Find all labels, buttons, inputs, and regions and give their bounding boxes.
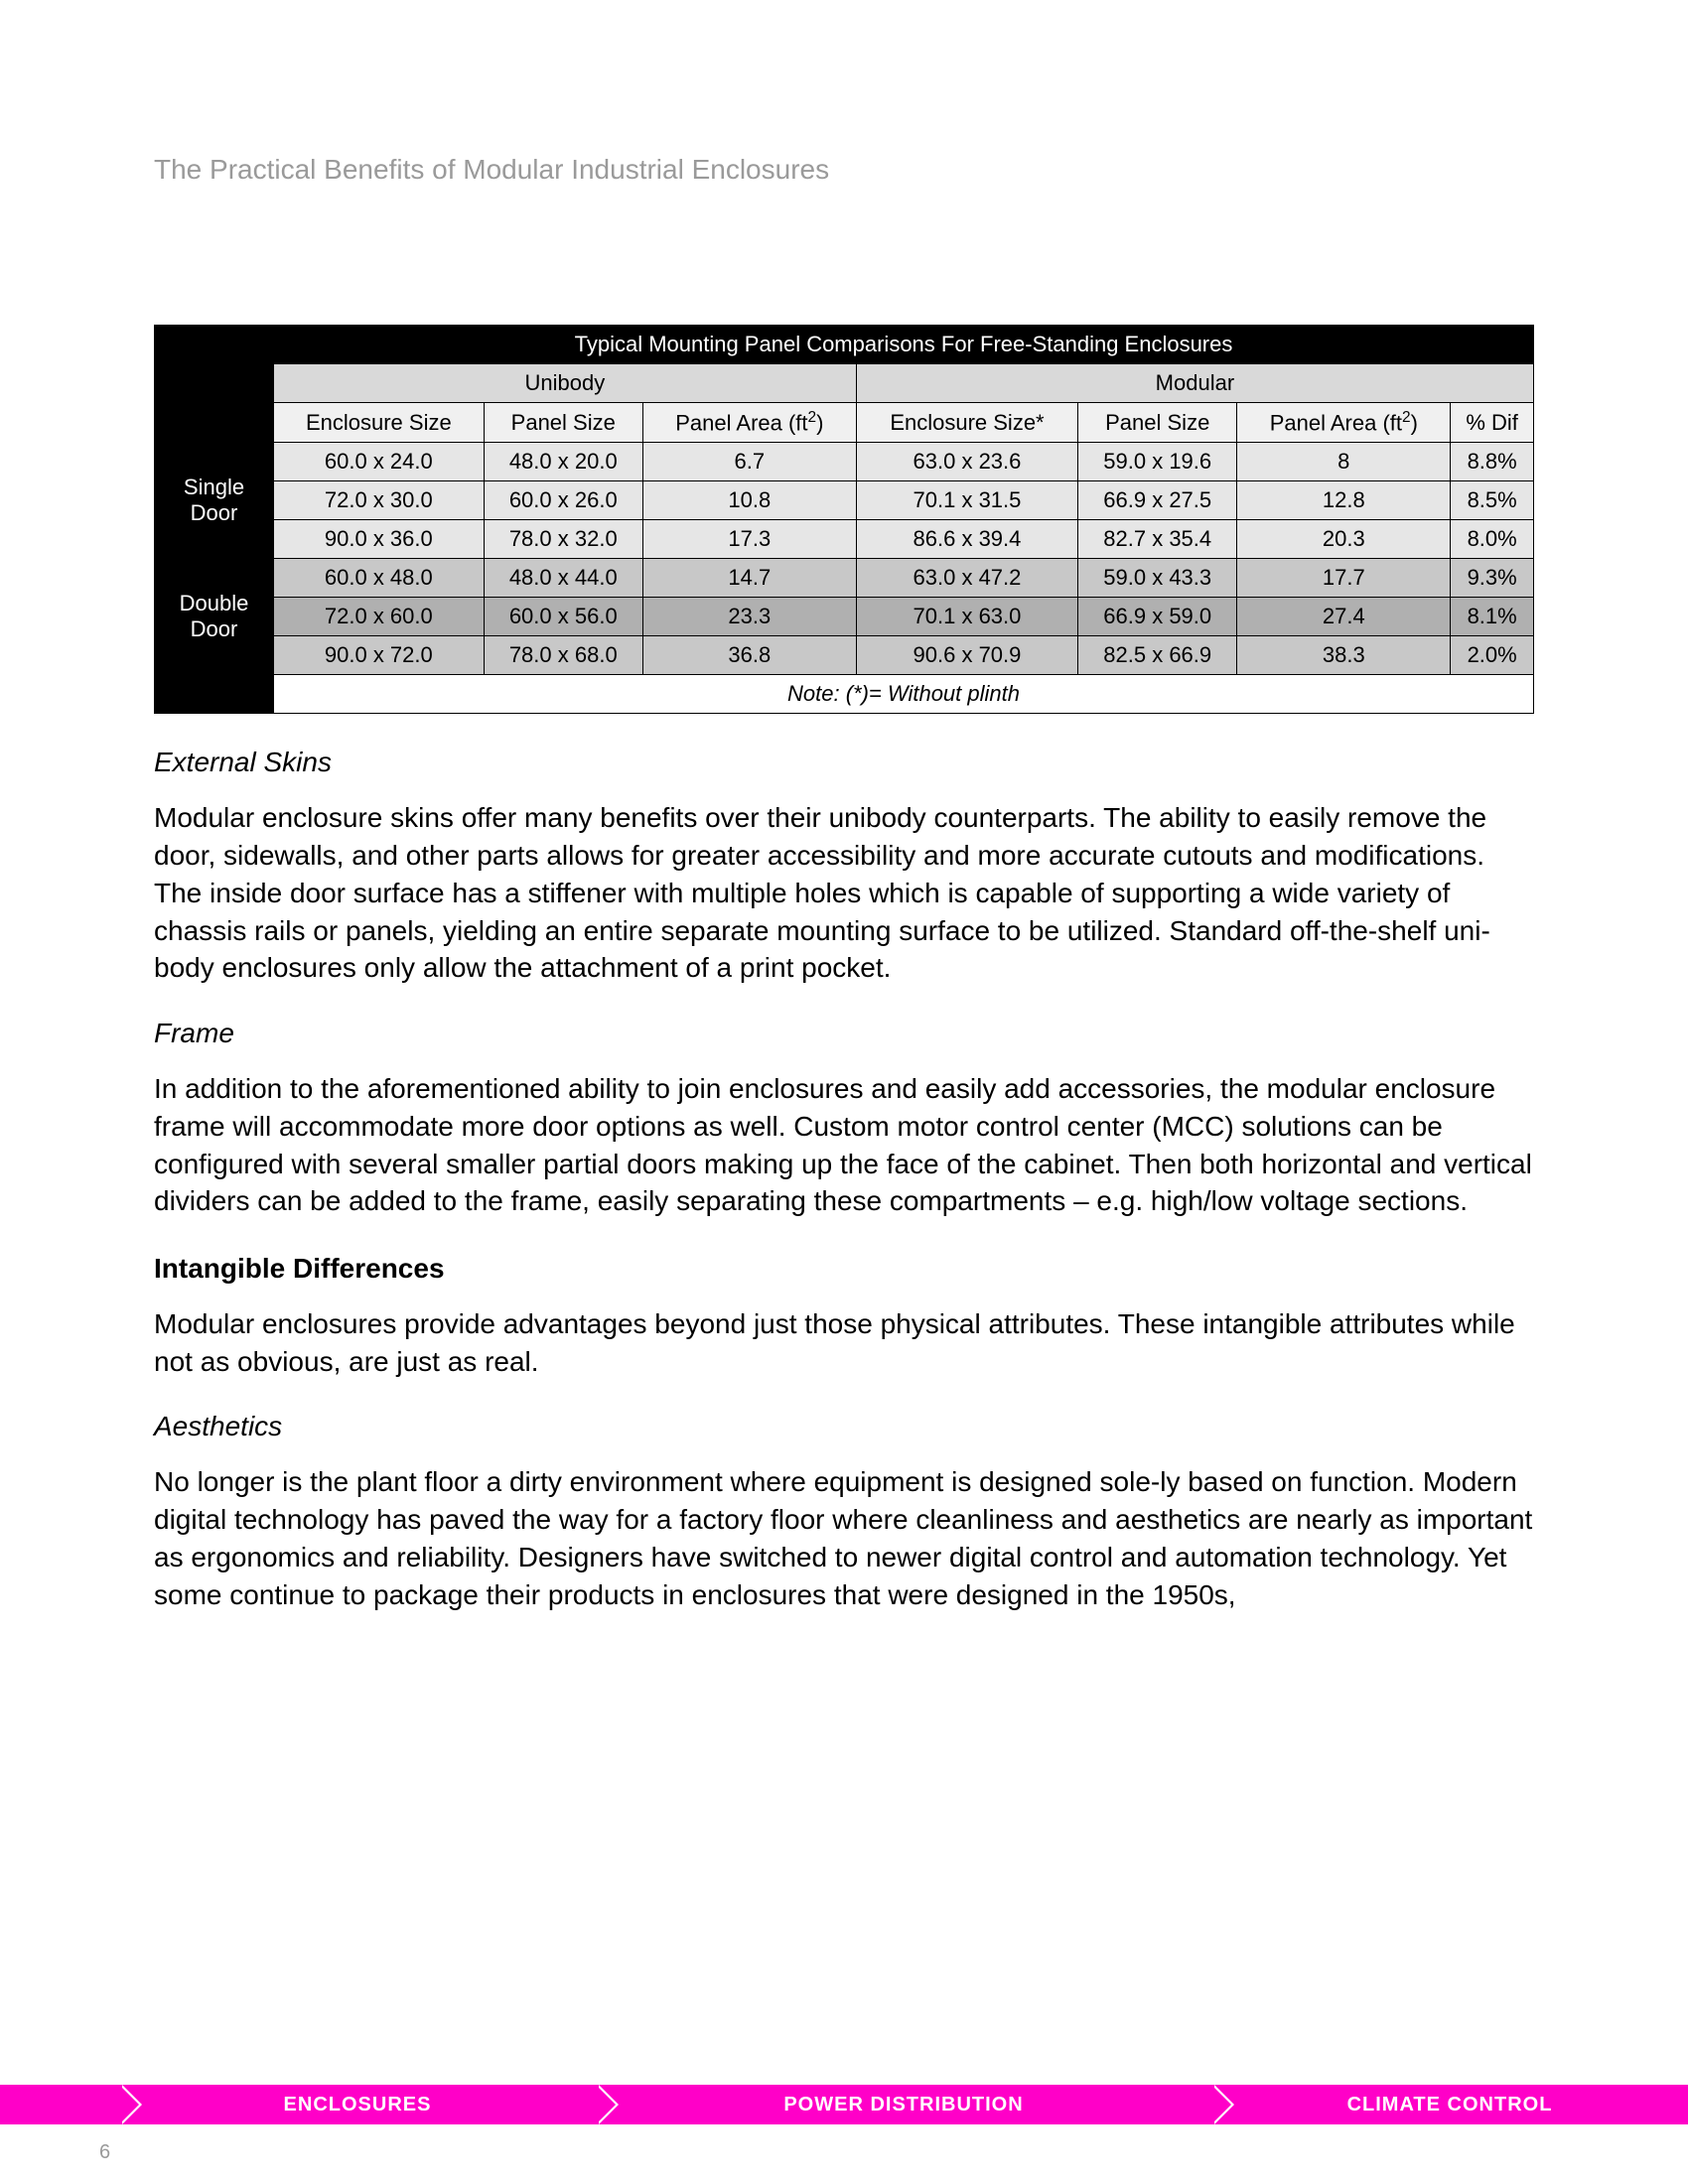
footer-ribbon: ENCLOSURES POWER DISTRIBUTION CLIMATE CO…: [0, 2085, 1688, 2124]
cell: 17.7: [1237, 559, 1451, 598]
row-label-double: Double Door: [155, 559, 274, 675]
cell: 48.0 x 44.0: [484, 559, 642, 598]
col-panel-area-2: Panel Area (ft2): [1237, 403, 1451, 443]
cell: 36.8: [642, 636, 856, 675]
cell: 78.0 x 32.0: [484, 520, 642, 559]
section-external-skins-title: External Skins: [154, 744, 1534, 781]
cell: 78.0 x 68.0: [484, 636, 642, 675]
table-corner: [155, 403, 274, 443]
cell: 38.3: [1237, 636, 1451, 675]
cell: 60.0 x 56.0: [484, 598, 642, 636]
cell: 90.6 x 70.9: [856, 636, 1077, 675]
cell: 20.3: [1237, 520, 1451, 559]
col-panel-size-2: Panel Size: [1078, 403, 1237, 443]
cell: 70.1 x 63.0: [856, 598, 1077, 636]
section-external-skins-body: Modular enclosure skins offer many benef…: [154, 799, 1534, 987]
cell: 59.0 x 19.6: [1078, 443, 1237, 481]
cell: 8.1%: [1451, 598, 1534, 636]
cell: 48.0 x 20.0: [484, 443, 642, 481]
section-frame-title: Frame: [154, 1015, 1534, 1052]
cell: 59.0 x 43.3: [1078, 559, 1237, 598]
col-enclosure-size-star: Enclosure Size*: [856, 403, 1077, 443]
comparison-table: Typical Mounting Panel Comparisons For F…: [154, 325, 1534, 714]
cell: 72.0 x 30.0: [274, 481, 485, 520]
cell: 8: [1237, 443, 1451, 481]
cell: 10.8: [642, 481, 856, 520]
cell: 82.7 x 35.4: [1078, 520, 1237, 559]
cell: 17.3: [642, 520, 856, 559]
cell: 8.0%: [1451, 520, 1534, 559]
section-frame-body: In addition to the aforementioned abilit…: [154, 1070, 1534, 1220]
cell: 70.1 x 31.5: [856, 481, 1077, 520]
ribbon-climate: CLIMATE CONTROL: [1211, 2085, 1688, 2124]
ribbon-spacer: [0, 2085, 119, 2124]
cell: 14.7: [642, 559, 856, 598]
cell: 8.8%: [1451, 443, 1534, 481]
col-enclosure-size: Enclosure Size: [274, 403, 485, 443]
page-number: 6: [99, 2141, 110, 2164]
ribbon-power: POWER DISTRIBUTION: [596, 2085, 1211, 2124]
cell: 66.9 x 27.5: [1078, 481, 1237, 520]
group-unibody: Unibody: [274, 364, 857, 403]
cell: 63.0 x 23.6: [856, 443, 1077, 481]
page-header-title: The Practical Benefits of Modular Indust…: [154, 154, 1534, 186]
cell: 60.0 x 26.0: [484, 481, 642, 520]
cell: 90.0 x 36.0: [274, 520, 485, 559]
cell: 2.0%: [1451, 636, 1534, 675]
cell: 6.7: [642, 443, 856, 481]
ribbon-enclosures: ENCLOSURES: [119, 2085, 596, 2124]
cell: 86.6 x 39.4: [856, 520, 1077, 559]
section-aesthetics-title: Aesthetics: [154, 1408, 1534, 1445]
cell: 60.0 x 24.0: [274, 443, 485, 481]
cell: 23.3: [642, 598, 856, 636]
row-label-single: Single Door: [155, 443, 274, 559]
col-panel-area: Panel Area (ft2): [642, 403, 856, 443]
cell: 90.0 x 72.0: [274, 636, 485, 675]
cell: 8.5%: [1451, 481, 1534, 520]
cell: 27.4: [1237, 598, 1451, 636]
table-note: Note: (*)= Without plinth: [274, 675, 1534, 714]
section-intangible-title: Intangible Differences: [154, 1250, 1534, 1288]
cell: 60.0 x 48.0: [274, 559, 485, 598]
table-corner: [155, 326, 274, 364]
section-intangible-body: Modular enclosures provide advantages be…: [154, 1305, 1534, 1381]
cell: 72.0 x 60.0: [274, 598, 485, 636]
table-corner: [155, 364, 274, 403]
cell: 66.9 x 59.0: [1078, 598, 1237, 636]
group-modular: Modular: [856, 364, 1533, 403]
cell: 82.5 x 66.9: [1078, 636, 1237, 675]
table-title: Typical Mounting Panel Comparisons For F…: [274, 326, 1534, 364]
cell: 9.3%: [1451, 559, 1534, 598]
cell: 12.8: [1237, 481, 1451, 520]
cell: 63.0 x 47.2: [856, 559, 1077, 598]
section-aesthetics-body: No longer is the plant floor a dirty env…: [154, 1463, 1534, 1613]
col-pct-dif: % Dif: [1451, 403, 1534, 443]
col-panel-size: Panel Size: [484, 403, 642, 443]
table-corner: [155, 675, 274, 714]
